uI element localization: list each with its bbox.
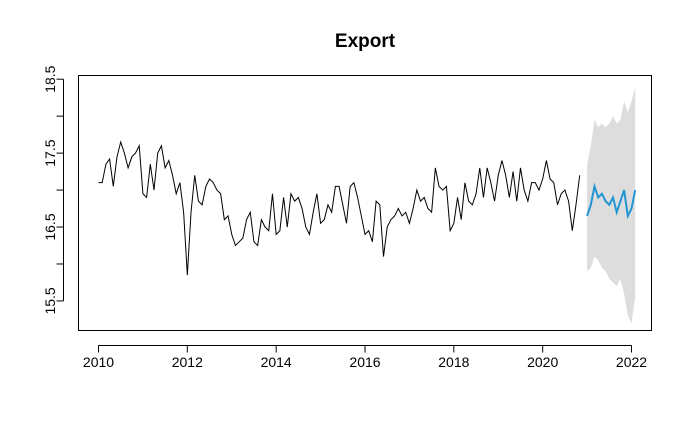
forecast-interval-layer xyxy=(587,86,636,324)
x-tick-label: 2014 xyxy=(261,354,292,370)
plot-frame xyxy=(78,75,652,331)
forecast-interval-band xyxy=(587,86,636,324)
x-tick-label: 2020 xyxy=(527,354,558,370)
y-tick-label: 18.5 xyxy=(42,65,58,92)
forecast-series-line xyxy=(586,182,637,220)
chart-title: Export xyxy=(335,31,396,52)
x-tick-label: 2010 xyxy=(83,354,114,370)
x-tick-label: 2016 xyxy=(349,354,380,370)
observed-series-layer xyxy=(98,140,581,276)
x-tick-label: 2022 xyxy=(616,354,647,370)
forecast-series-layer xyxy=(586,182,637,220)
x-axis: 2010 2012 2014 2016 2018 2020 2022 xyxy=(83,345,647,370)
y-tick-label: 16.5 xyxy=(42,213,58,240)
x-tick-label: 2012 xyxy=(172,354,203,370)
y-tick-label: 17.5 xyxy=(42,139,58,166)
y-axis: 15.5 16.5 17.5 18.5 xyxy=(42,65,64,315)
y-tick-label: 15.5 xyxy=(42,287,58,314)
x-tick-label: 2018 xyxy=(438,354,469,370)
observed-series-line xyxy=(98,140,581,276)
